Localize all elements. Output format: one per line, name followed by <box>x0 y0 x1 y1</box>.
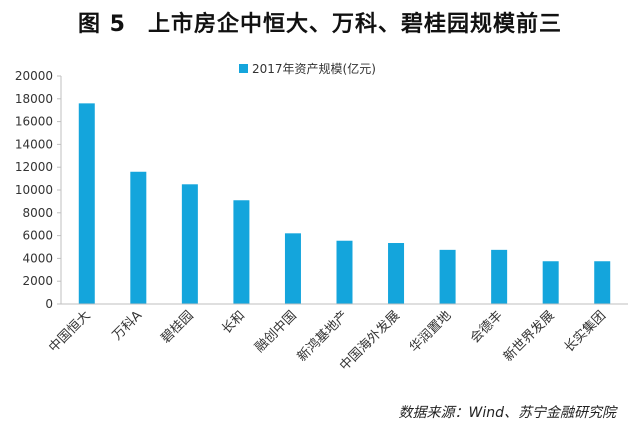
x-axis: 中国恒大 万科A 碧桂园 长和 融创中国新鸿基地产中国海外发展 华润置地 会德丰新世界发展长… <box>46 303 628 374</box>
chart-title: 图 5 上市房企中恒大、万科、碧桂园规模前三 <box>0 6 640 38</box>
y-tick-label: 6000 <box>22 229 53 243</box>
bar <box>233 200 250 304</box>
x-tick-label: 中国恒大 <box>46 308 93 355</box>
y-tick-label: 16000 <box>15 115 53 129</box>
x-tick-label: 万科A <box>110 308 145 343</box>
figure-label: 图 5 <box>78 12 126 37</box>
bar <box>491 249 508 304</box>
y-tick-label: 12000 <box>15 160 53 174</box>
y-tick-label: 10000 <box>15 183 53 197</box>
bar <box>542 261 559 304</box>
y-tick-label: 14000 <box>15 137 53 151</box>
figure-title-text: 上市房企中恒大、万科、碧桂园规模前三 <box>147 12 562 37</box>
legend-swatch <box>239 64 248 73</box>
y-tick-label: 4000 <box>22 251 53 265</box>
bars <box>78 103 611 304</box>
x-tick-label: 会德丰 <box>468 308 506 346</box>
x-tick-label: 碧桂园 <box>158 308 196 346</box>
bar <box>181 184 198 304</box>
y-tick-label: 0 <box>45 297 53 311</box>
bar <box>78 103 95 304</box>
x-tick-label: 长实集团 <box>561 308 609 356</box>
y-axis: 0 2000 4000 6000 8000 10000 12000 14000 16000 180… <box>15 69 62 311</box>
y-tick-label: 20000 <box>15 69 53 83</box>
bar <box>284 233 301 304</box>
bar <box>388 243 405 304</box>
bar <box>336 240 353 304</box>
x-tick-label: 长和 <box>219 308 248 337</box>
bar <box>594 261 611 304</box>
x-tick-label: 新世界发展 <box>500 308 557 365</box>
legend-label: 2017年资产规模(亿元) <box>252 61 376 76</box>
y-tick-label: 18000 <box>15 92 53 106</box>
data-source-note: 数据来源：Wind、苏宁金融研究院 <box>398 405 617 421</box>
bar <box>439 249 456 304</box>
y-tick-label: 8000 <box>22 206 53 220</box>
y-tick-label: 2000 <box>22 274 53 288</box>
legend: 2017年资产规模(亿元) <box>239 61 376 76</box>
x-tick-label: 新鸿基地产 <box>294 308 351 365</box>
x-tick-label: 融创中国 <box>252 308 299 355</box>
bar <box>130 171 147 304</box>
x-tick-label: 华润置地 <box>407 308 454 355</box>
